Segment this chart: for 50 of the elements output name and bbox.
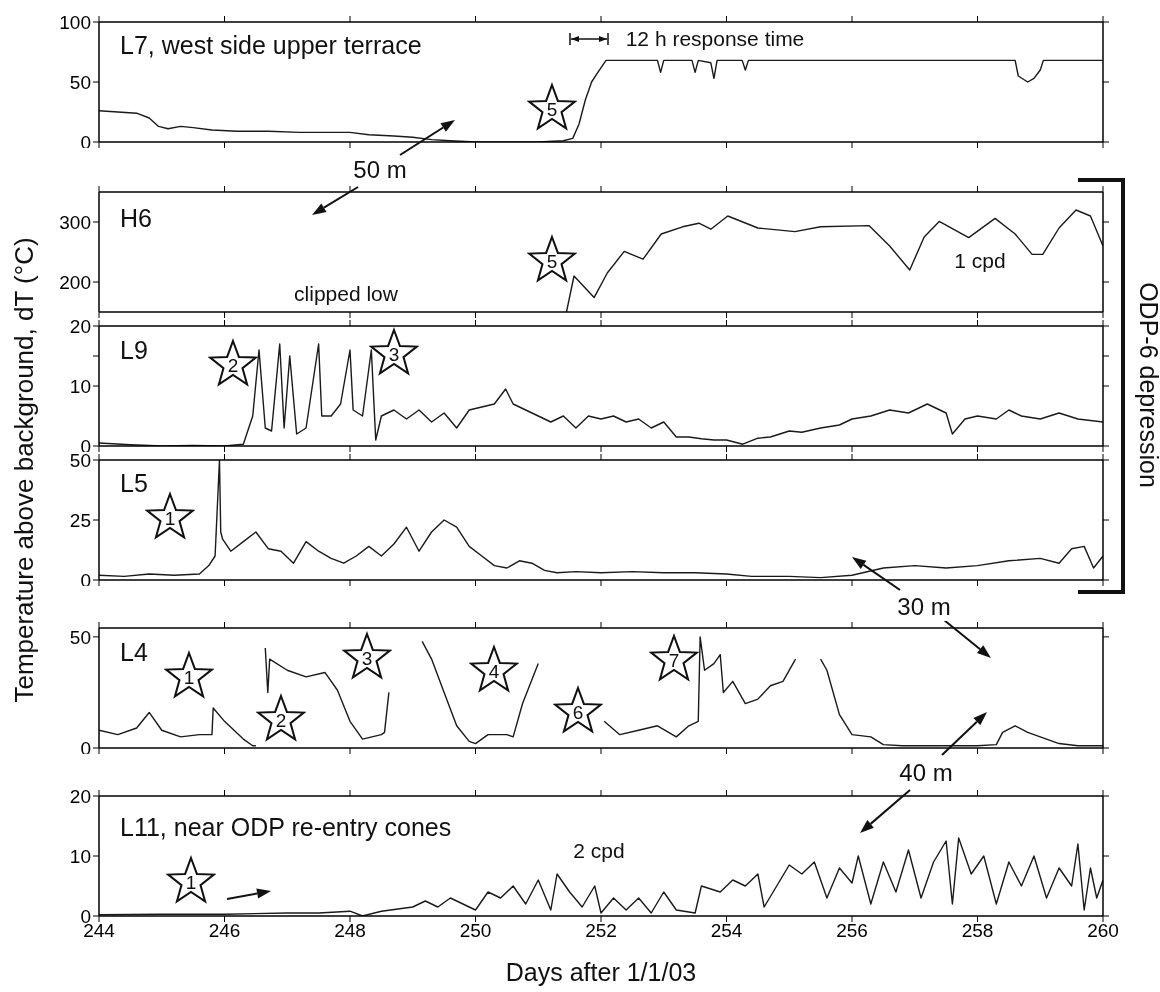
- chart-title: L5: [120, 468, 148, 498]
- x-tick-label: 260: [1087, 920, 1119, 942]
- x-tick-label: 250: [459, 920, 492, 942]
- y-axis-title: Temperature above background, dT (°C): [8, 237, 40, 703]
- chart-title: L9: [120, 335, 148, 365]
- y-tick-label: 100: [59, 11, 91, 33]
- annotation: 5: [546, 99, 558, 121]
- text: 30 m: [895, 593, 953, 621]
- annotation: 2: [275, 710, 287, 732]
- y-tick-label: 50: [69, 626, 91, 648]
- y-tick-label: 20: [69, 315, 91, 337]
- y-tick-label: 50: [69, 71, 91, 93]
- annotation: 1 cpd: [953, 249, 1007, 273]
- y-tick-label: 25: [69, 509, 91, 531]
- x-axis-title: Days after 1/1/03: [505, 957, 697, 987]
- text: ODP-6 depression: [1133, 281, 1160, 490]
- annotation: 7: [668, 650, 680, 672]
- y-tick-label: 300: [59, 211, 91, 233]
- annotation: 1: [185, 872, 197, 894]
- y-tick-label: 0: [80, 131, 91, 153]
- chart-title: L4: [120, 637, 148, 667]
- annotation: 2 cpd: [572, 839, 626, 863]
- y-tick-label: 0: [80, 569, 91, 591]
- y-tick-label: 200: [59, 271, 91, 293]
- y-tick-label: 0: [80, 737, 91, 759]
- annotation: clipped low: [293, 282, 399, 306]
- text: H6: [120, 203, 152, 233]
- annotation: 3: [388, 344, 400, 366]
- text: L11, near ODP re-entry cones: [120, 812, 452, 842]
- annotation: 1: [183, 667, 195, 689]
- y-tick-label: 10: [69, 375, 91, 397]
- annotation: 4: [488, 661, 500, 683]
- annotation: 5: [546, 251, 558, 273]
- line-series: [565, 209, 1103, 312]
- x-tick-label: 258: [961, 920, 994, 942]
- text: 40 m: [897, 759, 955, 787]
- x-tick-label: 256: [836, 920, 868, 942]
- annotation: 1: [164, 508, 176, 530]
- x-tick-label: 254: [710, 920, 743, 942]
- annotation: 6: [572, 702, 584, 724]
- annotation: 2: [227, 355, 239, 377]
- annotation: 12 h response time: [624, 27, 806, 51]
- y-tick-label: 10: [69, 845, 91, 867]
- chart-title: L7, west side upper terrace: [120, 30, 422, 60]
- x-tick-label: 246: [208, 920, 241, 942]
- y-tick-label: 20: [69, 785, 91, 807]
- text: 50 m: [351, 156, 409, 184]
- x-tick-label: 248: [334, 920, 366, 942]
- x-tick-label: 252: [585, 920, 617, 942]
- annotation: 3: [361, 648, 373, 670]
